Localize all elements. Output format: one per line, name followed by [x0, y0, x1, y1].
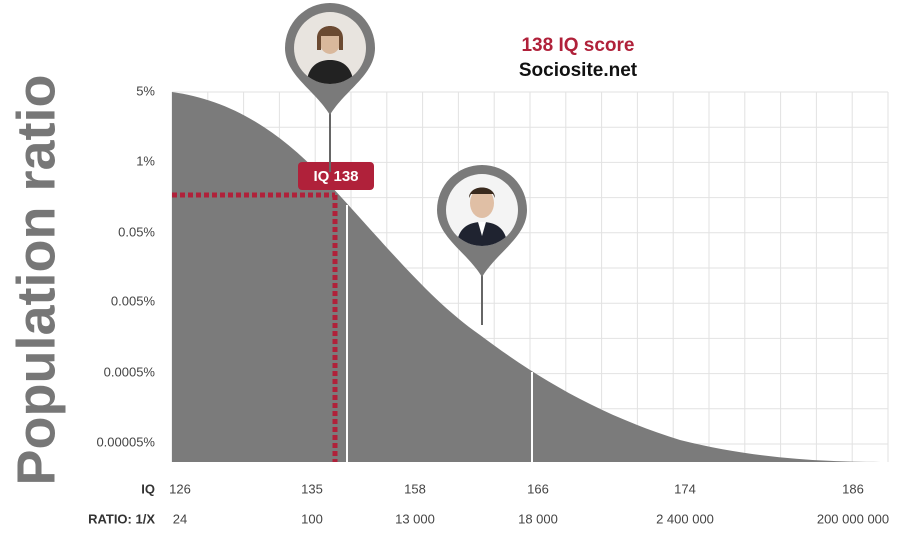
y-label: 1% — [136, 153, 155, 168]
pin — [285, 3, 375, 172]
x-label: 18 000 — [518, 511, 558, 526]
x-label: 158 — [404, 481, 426, 496]
y-label: 0.0005% — [104, 364, 156, 379]
marker-box — [298, 162, 374, 190]
x-label: 135 — [301, 481, 323, 496]
source: Sociosite.net — [519, 60, 638, 81]
x-label: 24 — [173, 511, 187, 526]
x-label: 100 — [301, 511, 323, 526]
marker-lines — [172, 190, 340, 462]
title: 138 IQ score — [521, 35, 634, 56]
row-header: IQ — [141, 481, 155, 496]
distribution-curve — [172, 92, 888, 462]
axis-title: Population ratio — [6, 75, 66, 486]
x-label: 166 — [527, 481, 549, 496]
y-label: 0.00005% — [96, 434, 155, 449]
row-header: RATIO: 1/X — [88, 511, 155, 526]
x-label: 13 000 — [395, 511, 435, 526]
x-label: 186 — [842, 481, 864, 496]
pin — [437, 165, 527, 325]
labels: 5% 1% 0.05% 0.005% 0.0005% 0.00005% IQ 126 135 15… — [88, 83, 889, 526]
x-label: 2 400 000 — [656, 511, 714, 526]
marker-label: IQ 138 — [313, 168, 358, 185]
y-label: 0.005% — [111, 293, 156, 308]
x-label: 126 — [169, 481, 191, 496]
y-label: 5% — [136, 83, 155, 98]
y-label: 0.05% — [118, 224, 155, 239]
x-label: 200 000 000 — [817, 511, 889, 526]
x-label: 174 — [674, 481, 696, 496]
